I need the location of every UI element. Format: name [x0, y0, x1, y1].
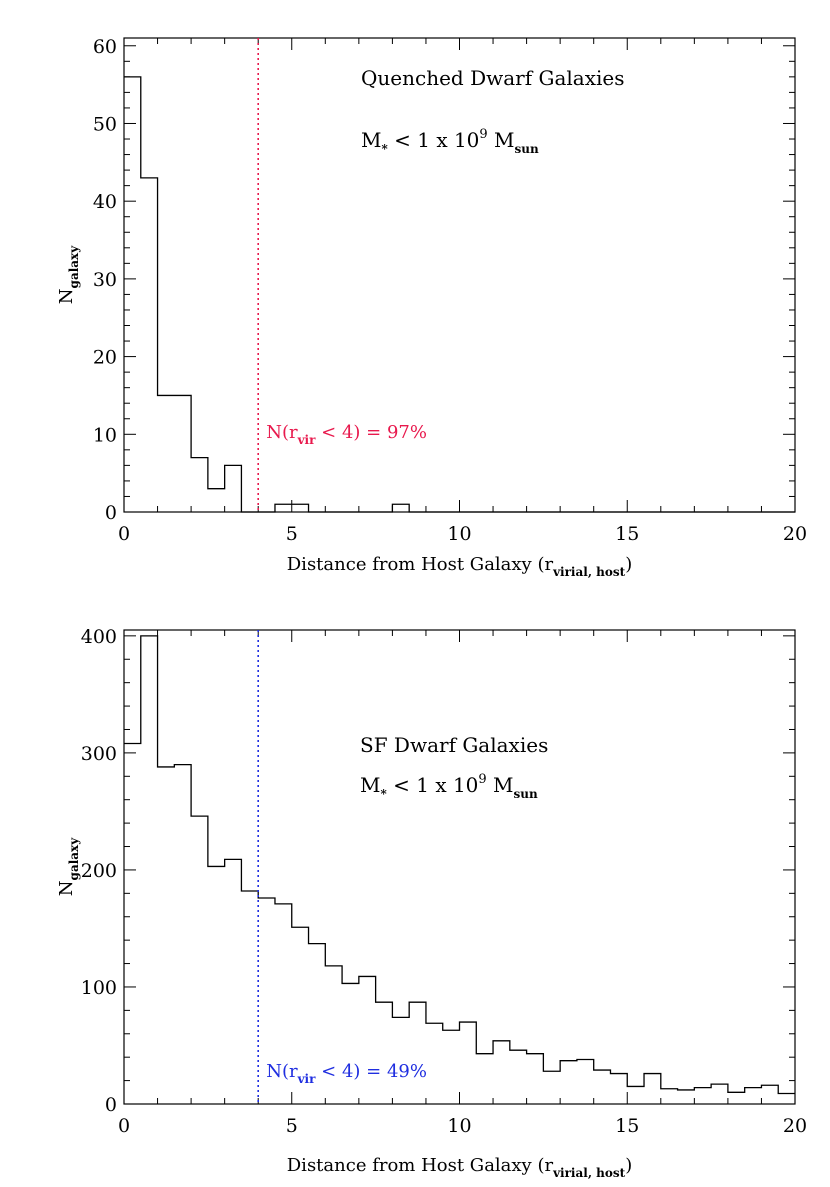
x-tick-label: 0 [118, 1115, 130, 1137]
x-tick-label: 20 [783, 1115, 807, 1137]
histogram-bar [376, 1002, 393, 1104]
histogram-bar [191, 458, 208, 512]
histogram-bar [627, 1086, 644, 1104]
x-tick-label: 5 [286, 1115, 298, 1137]
mass-limit-label: M* < 1 x 109 Msun [361, 127, 539, 156]
histogram-bar [158, 395, 175, 512]
histogram-bar [141, 178, 158, 512]
plot-frame [123, 37, 796, 513]
histogram-bar [594, 1070, 611, 1104]
x-tick-label: 20 [783, 523, 807, 545]
chart-panel-1: 0 5 10 15 20 0 10 20 30 40 50 60 Quenched Dwarf Gala… [56, 36, 807, 579]
y-tick-label: 100 [81, 977, 117, 999]
histogram-bar [141, 636, 158, 1104]
histogram-bar [694, 1088, 711, 1104]
histogram-bar [225, 859, 242, 1104]
histogram-bar [761, 1085, 778, 1104]
histogram-bar [392, 504, 409, 512]
y-tick-label: 200 [81, 860, 117, 882]
annotation-title: SF Dwarf Galaxies [360, 733, 548, 757]
histogram-bar [560, 1061, 577, 1104]
y-tick-label: 50 [93, 113, 117, 135]
histogram-bar [661, 1089, 678, 1104]
x-tick-label: 0 [118, 523, 130, 545]
histogram-bar [158, 767, 175, 1104]
histogram-bar [191, 816, 208, 1104]
y-tick-label: 20 [93, 347, 117, 369]
histogram-bar [493, 1041, 510, 1104]
histogram-bar [124, 744, 141, 1104]
x-axis-label: Distance from Host Galaxy (rvirial, host… [287, 554, 633, 579]
x-tick-label: 10 [447, 1115, 471, 1137]
y-tick-label: 0 [105, 1094, 117, 1116]
x-tick-label: 5 [286, 523, 298, 545]
y-axis-label: Ngalaxy [56, 245, 81, 304]
histogram-bar [325, 966, 342, 1104]
y-tick-label: 300 [81, 743, 117, 765]
histogram-bar [359, 976, 376, 1104]
mass-limit-label: M* < 1 x 109 Msun [360, 772, 538, 801]
histogram-bar [728, 1092, 745, 1104]
histogram-bar [610, 1074, 627, 1104]
histogram-bar [409, 1002, 426, 1104]
histogram-bar [543, 1071, 560, 1104]
y-tick-label: 400 [81, 626, 117, 648]
histogram-bar [778, 1093, 795, 1104]
histogram-bar [644, 1074, 661, 1104]
histogram-bar [208, 489, 225, 512]
histogram-step-line [124, 76, 795, 513]
y-tick-label: 0 [105, 502, 117, 524]
histogram-bar [510, 1050, 527, 1104]
histogram-step-line [124, 635, 795, 1095]
histogram-bar [443, 1030, 460, 1104]
fraction-label: N(rvir < 4) = 49% [266, 1061, 427, 1086]
histogram-bar [678, 1090, 695, 1104]
histogram-bar [241, 891, 258, 1104]
histogram-bar [426, 1023, 443, 1104]
histogram-bar [292, 504, 309, 512]
y-tick-label: 60 [93, 36, 117, 58]
histogram-bar [527, 1054, 544, 1104]
x-tick-label: 10 [447, 523, 471, 545]
histogram-bar [174, 395, 191, 512]
y-tick-label: 40 [93, 191, 117, 213]
histogram-bar [460, 1022, 477, 1104]
histogram-bar [577, 1060, 594, 1104]
fraction-label: N(rvir < 4) = 97% [266, 422, 427, 447]
histogram-bar [225, 465, 242, 512]
y-tick-label: 10 [93, 424, 117, 446]
histogram-bar [174, 765, 191, 1104]
annotation-title: Quenched Dwarf Galaxies [361, 66, 624, 90]
y-axis-label: Ngalaxy [56, 837, 81, 896]
x-axis-label: Distance from Host Galaxy (rvirial, host… [287, 1155, 633, 1180]
histogram-bar [711, 1084, 728, 1104]
y-tick-label: 30 [93, 269, 117, 291]
histogram-bar [476, 1054, 493, 1104]
histogram-bar [208, 866, 225, 1104]
histogram-bar [275, 504, 292, 512]
x-tick-label: 15 [615, 523, 639, 545]
x-tick-label: 15 [615, 1115, 639, 1137]
histogram-bar [745, 1088, 762, 1104]
histogram-bar [342, 983, 359, 1104]
